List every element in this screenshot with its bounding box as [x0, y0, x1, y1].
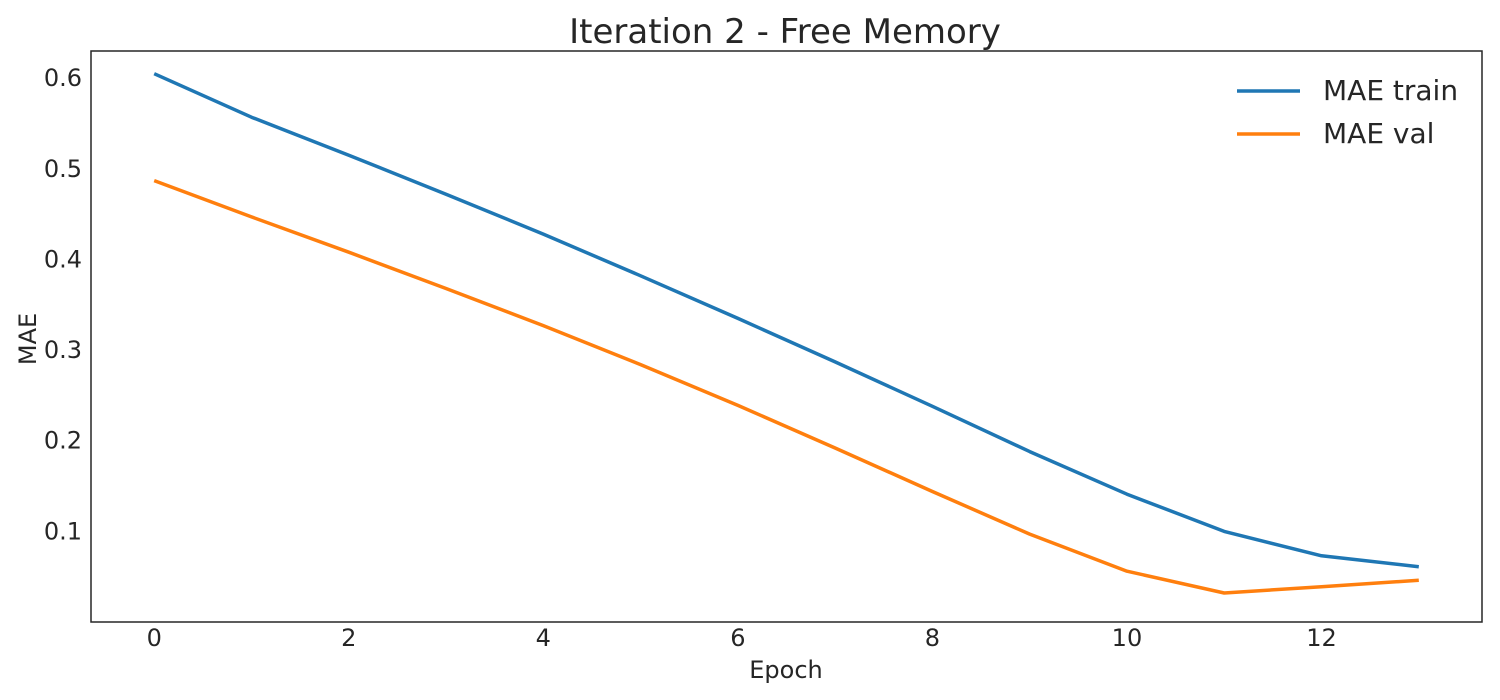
series-line-2	[153, 178, 1419, 595]
x-tick-label: 12	[1306, 624, 1337, 652]
plot-area: 0 2 4 6 8 10 12 0.1 0.2 0.3 0.4 0.5 0.6 MAE train MAE …	[44, 50, 1483, 652]
y-tick-label: 0.6	[44, 64, 82, 92]
x-tick-label: 0	[147, 624, 162, 652]
y-axis-label: MAE	[14, 313, 42, 365]
chart-title: Iteration 2 - Free Memory	[569, 12, 1001, 52]
y-tick-label: 0.4	[44, 245, 82, 273]
x-axis-label: Epoch	[749, 656, 823, 684]
legend-label-2: MAE val	[1323, 117, 1434, 150]
y-tick-label: 0.2	[44, 427, 82, 455]
x-tick-label: 4	[536, 624, 551, 652]
legend-label-1: MAE train	[1323, 74, 1458, 107]
x-tick-label: 8	[925, 624, 940, 652]
x-tick-label: 2	[341, 624, 356, 652]
axes-frame	[90, 50, 1483, 623]
y-tick-label: 0.1	[44, 517, 82, 545]
y-tick-label: 0.5	[44, 155, 82, 183]
series-line-1	[153, 72, 1419, 569]
y-tick-label: 0.3	[44, 336, 82, 364]
x-tick-label: 10	[1112, 624, 1143, 652]
x-tick-label: 6	[730, 624, 745, 652]
